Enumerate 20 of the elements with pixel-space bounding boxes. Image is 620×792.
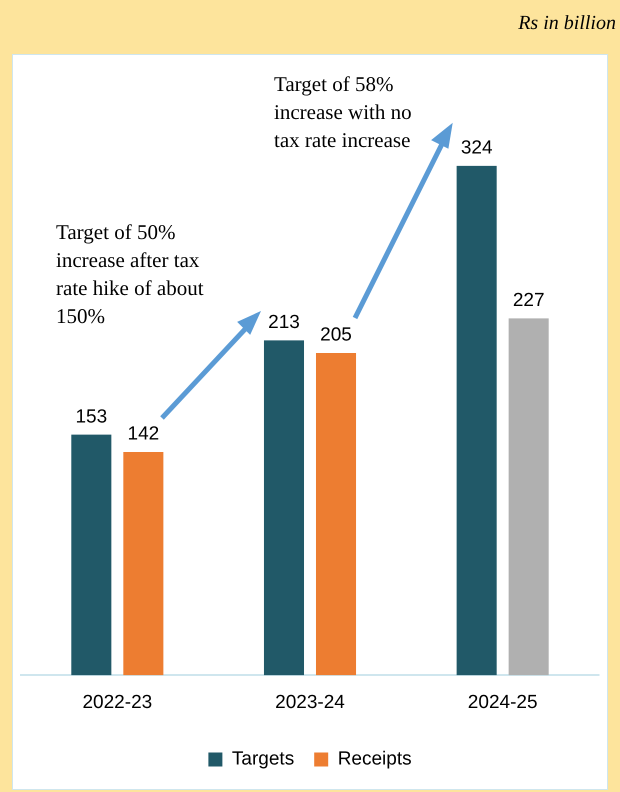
bar bbox=[71, 434, 112, 676]
legend-label: Targets bbox=[232, 748, 294, 770]
text: Target of 58% increase with no tax rate increase bbox=[274, 71, 413, 154]
legend-label: Receipts bbox=[338, 748, 412, 770]
data-label: 227 bbox=[512, 290, 545, 312]
data-label: 213 bbox=[268, 312, 300, 334]
bar bbox=[456, 166, 497, 676]
data-label: 153 bbox=[75, 406, 108, 428]
x-tick-label: 2022-23 bbox=[82, 692, 152, 713]
annotation: Target of 50% increase after tax rate hike of about 150% bbox=[56, 219, 205, 330]
bar bbox=[508, 318, 549, 676]
bar bbox=[123, 452, 164, 676]
data-label: 142 bbox=[127, 424, 160, 445]
bar bbox=[316, 352, 356, 676]
bar bbox=[264, 340, 304, 676]
data-label: 324 bbox=[460, 138, 493, 159]
x-tick-label: 2023-24 bbox=[275, 692, 346, 713]
data-label: 205 bbox=[320, 324, 352, 346]
x-tick-label: 2024-25 bbox=[468, 692, 538, 713]
chart-subtitle: Rs in billion bbox=[518, 12, 616, 35]
